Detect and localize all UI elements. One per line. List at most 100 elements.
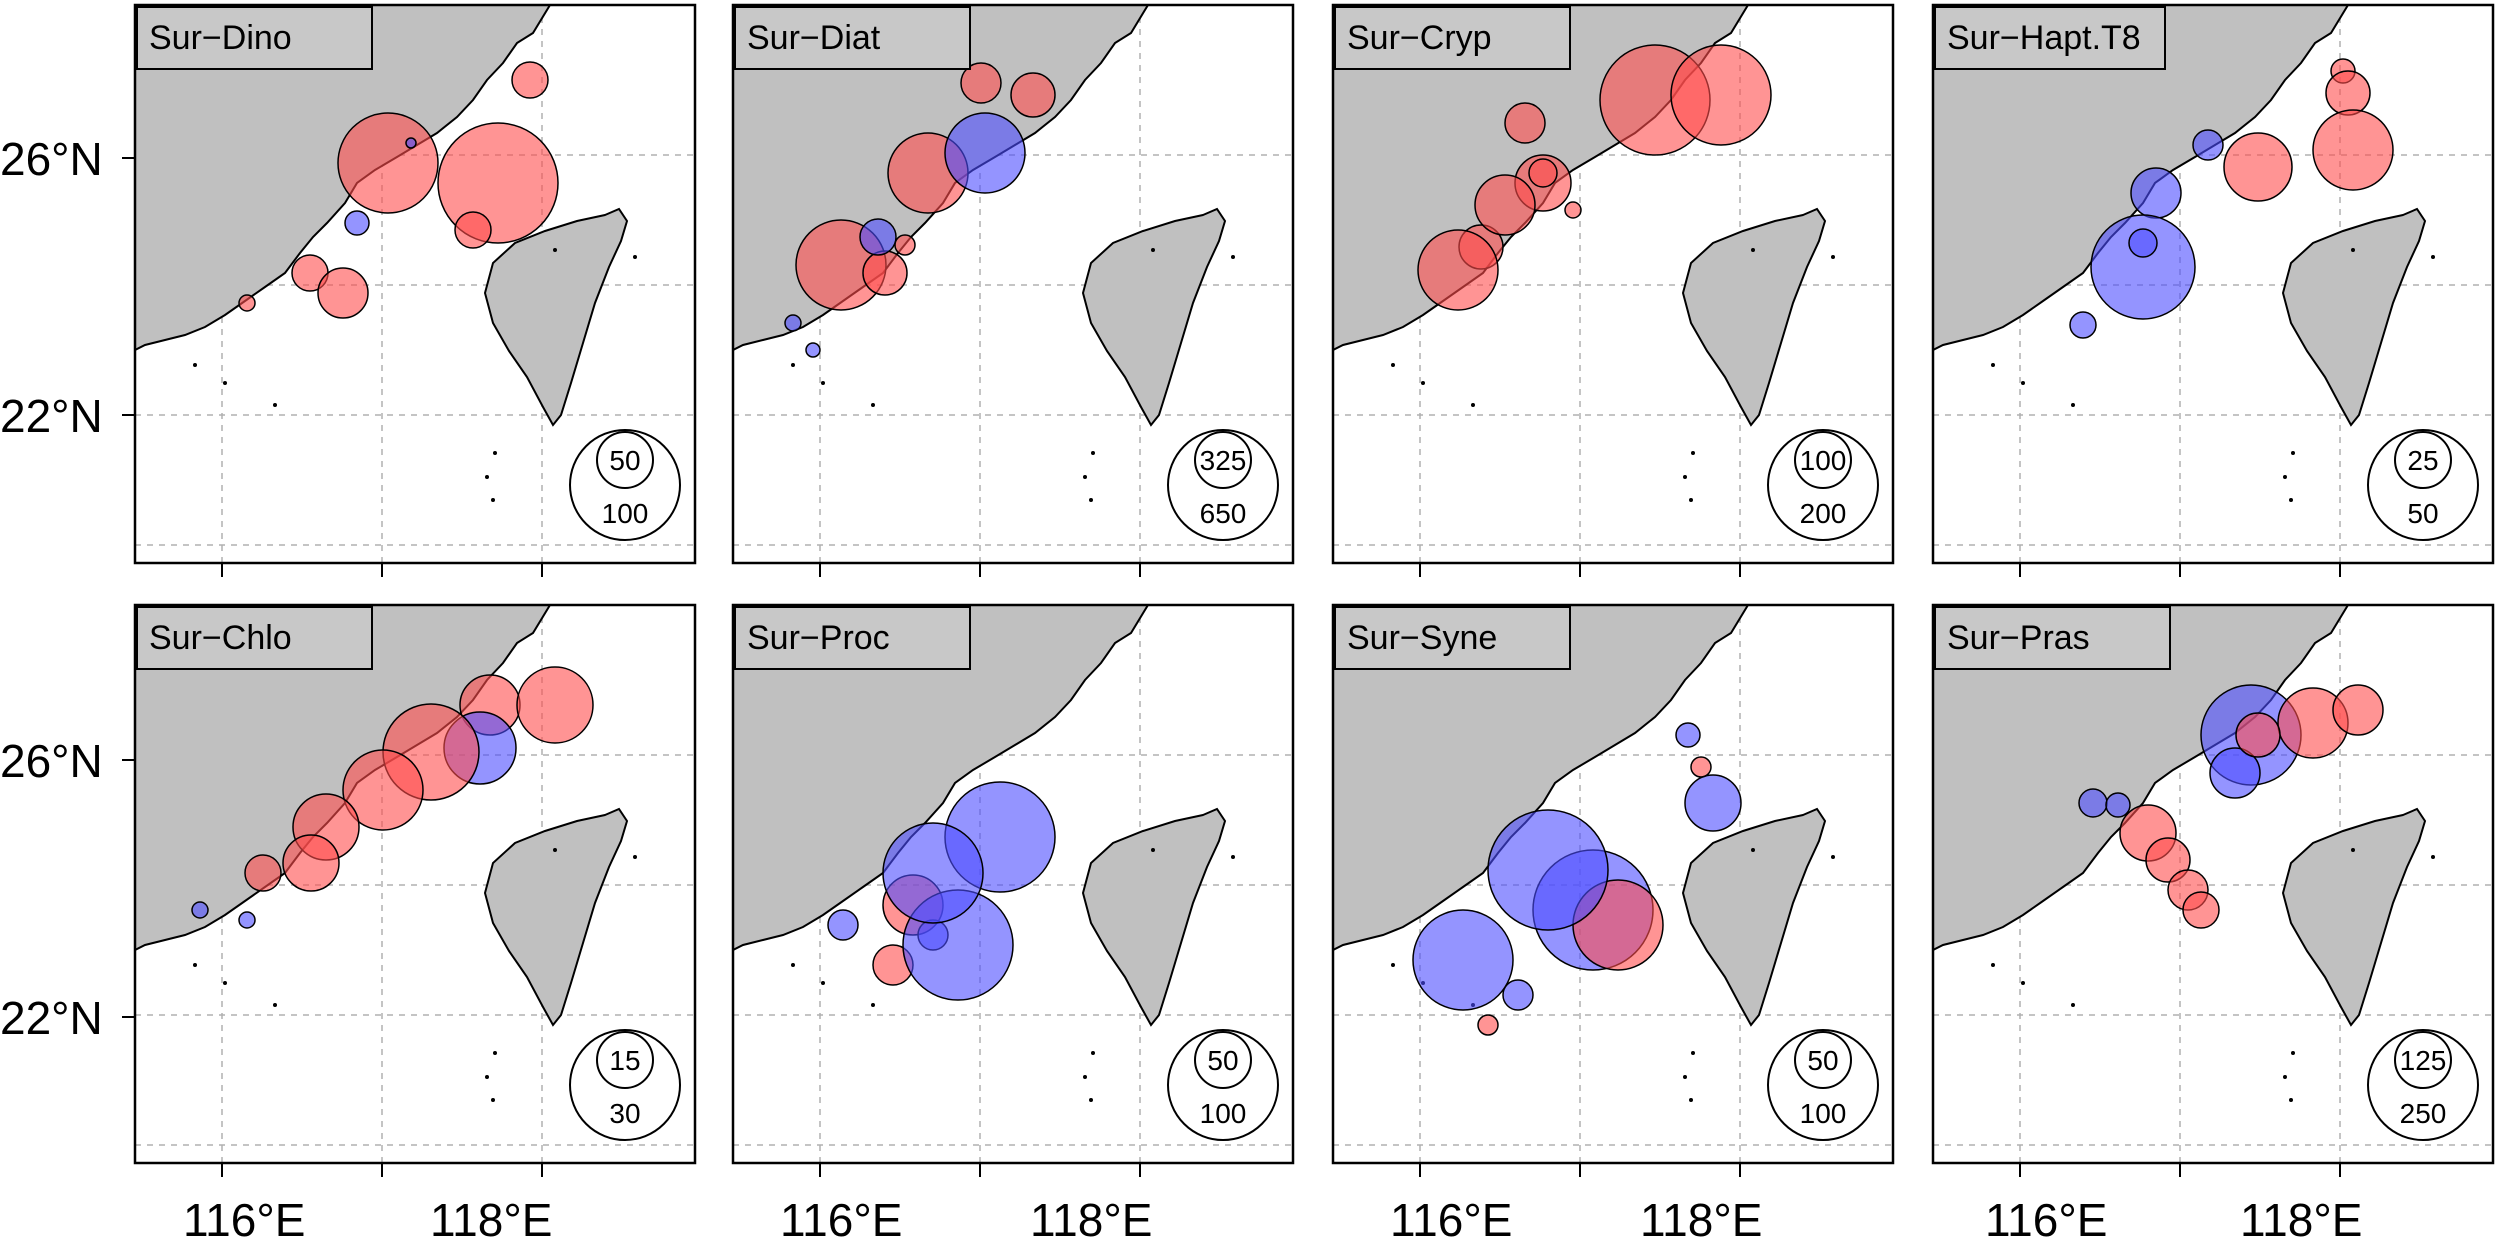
island-dot xyxy=(791,363,795,367)
island-dot xyxy=(1391,963,1395,967)
positive-bubble xyxy=(2182,891,2220,929)
lat-label-22n-top: 22°N xyxy=(0,390,103,442)
legend-small-value: 100 xyxy=(1800,445,1847,476)
size-legend: 50 100 xyxy=(569,429,681,541)
lon-label-118e-col2: 118°E xyxy=(1030,1194,1152,1243)
island-dot xyxy=(1391,363,1395,367)
island-dot xyxy=(2291,1051,2295,1055)
panel-label: Sur−Chlo xyxy=(149,619,292,657)
island-dot xyxy=(1083,1075,1087,1079)
island-dot xyxy=(1683,475,1687,479)
island-dot xyxy=(2071,1003,2075,1007)
island-dot xyxy=(2351,248,2355,252)
taiwan-land xyxy=(1681,807,1827,1027)
island-dot xyxy=(2283,475,2287,479)
legend-circle-small xyxy=(596,1031,654,1089)
island-dot xyxy=(1421,381,1425,385)
island-dot xyxy=(2071,403,2075,407)
panel-border xyxy=(731,3,1295,565)
island-dot xyxy=(821,981,825,985)
island-dot xyxy=(2431,255,2435,259)
legend-circle-large xyxy=(1767,429,1879,541)
map-panel: 325 650 Sur−Diat xyxy=(731,3,1295,577)
panel-label: Sur−Diat xyxy=(747,19,881,57)
island-dot xyxy=(2289,498,2293,502)
island-dot xyxy=(1831,855,1835,859)
legend-circle-large xyxy=(569,1029,681,1141)
legend-large-value: 200 xyxy=(1800,498,1847,529)
lon-label-116e-col1: 116°E xyxy=(183,1194,305,1243)
lon-label-118e-col1: 118°E xyxy=(430,1194,552,1243)
negative-bubble xyxy=(1487,809,1609,931)
negative-bubble xyxy=(2090,214,2196,320)
legend-circle-large xyxy=(1767,1029,1879,1141)
size-legend: 25 50 xyxy=(2367,429,2479,541)
positive-bubble xyxy=(511,61,549,99)
island-dot xyxy=(2431,855,2435,859)
lat-label-26n-top: 26°N xyxy=(0,133,103,185)
island-dot xyxy=(1691,1051,1695,1055)
island-dot xyxy=(2283,1075,2287,1079)
island-dot xyxy=(193,363,197,367)
legend-circle-large xyxy=(1167,1029,1279,1141)
taiwan-land xyxy=(483,207,629,427)
positive-bubble xyxy=(862,250,908,296)
panel-label: Sur−Hapt.T8 xyxy=(1947,19,2141,57)
taiwan-land xyxy=(2281,807,2427,1027)
legend-large-value: 100 xyxy=(1200,1098,1247,1129)
positive-bubble xyxy=(516,666,594,744)
map-panel: 50 100 Sur−Proc xyxy=(731,603,1295,1177)
panel-label-box xyxy=(1934,606,2171,670)
lon-label-116e-col2: 116°E xyxy=(780,1194,902,1243)
island-dot xyxy=(223,381,227,385)
positive-bubble xyxy=(244,854,282,892)
legend-small-value: 50 xyxy=(1807,1045,1838,1076)
positive-bubble xyxy=(282,834,340,892)
map-panel: 50 100 Sur−Dino xyxy=(133,3,697,577)
island-dot xyxy=(2021,981,2025,985)
island-dot xyxy=(193,963,197,967)
map-panel: 25 50 Sur−Hapt.T8 xyxy=(1931,3,2495,577)
legend-small-value: 325 xyxy=(1200,445,1247,476)
panel-label: Sur−Proc xyxy=(747,619,890,657)
size-legend: 100 200 xyxy=(1767,429,1879,541)
panel-label: Sur−Syne xyxy=(1347,619,1497,657)
island-dot xyxy=(493,451,497,455)
panel-label-box xyxy=(1334,606,1571,670)
panel-label-box xyxy=(1934,6,2166,70)
island-dot xyxy=(1091,451,1095,455)
positive-bubble xyxy=(1528,158,1558,188)
legend-large-value: 250 xyxy=(2400,1098,2447,1129)
legend-large-value: 50 xyxy=(2407,498,2438,529)
negative-bubble xyxy=(2192,129,2224,161)
negative-bubble xyxy=(784,314,802,332)
island-dot xyxy=(2351,848,2355,852)
negative-bubble xyxy=(2209,747,2261,799)
negative-bubble xyxy=(1675,722,1701,748)
island-dot xyxy=(2289,1098,2293,1102)
panel-border xyxy=(1331,603,1895,1165)
island-dot xyxy=(2291,451,2295,455)
legend-circle-small xyxy=(1794,1031,1852,1089)
mainland-land xyxy=(1333,605,1750,952)
positive-bubble xyxy=(317,267,369,319)
panel-label-box xyxy=(1334,6,1571,70)
island-dot xyxy=(491,1098,495,1102)
panel-label-box xyxy=(136,606,373,670)
island-dot xyxy=(1089,1098,1093,1102)
negative-bubble xyxy=(1502,979,1534,1011)
panel-label: Sur−Dino xyxy=(149,19,292,57)
negative-bubble xyxy=(191,901,209,919)
positive-bubble xyxy=(1474,174,1536,236)
legend-circle-small xyxy=(596,431,654,489)
negative-bubble xyxy=(1412,909,1514,1011)
legend-circle-large xyxy=(2367,429,2479,541)
negative-bubble xyxy=(944,112,1026,194)
negative-bubble xyxy=(882,822,984,924)
legend-circle-small xyxy=(1794,431,1852,489)
panel-border xyxy=(1331,3,1895,565)
taiwan-land xyxy=(2281,207,2427,427)
